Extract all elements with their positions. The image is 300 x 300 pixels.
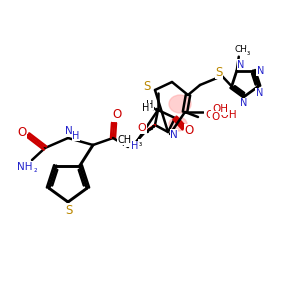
Text: ₃: ₃ [138, 140, 142, 148]
Text: CH: CH [118, 135, 132, 145]
Text: O: O [112, 109, 122, 122]
Text: N: N [256, 66, 264, 76]
Text: N: N [65, 126, 73, 136]
Text: N: N [240, 98, 248, 108]
Text: O: O [211, 112, 219, 122]
Text: O: O [17, 125, 27, 139]
Text: S: S [65, 203, 73, 217]
Text: COOH: COOH [205, 110, 237, 120]
Ellipse shape [169, 117, 187, 131]
Text: N: N [170, 130, 178, 140]
Text: CH: CH [234, 45, 247, 54]
Text: N: N [124, 136, 132, 146]
Text: O: O [138, 123, 146, 133]
Text: O: O [184, 124, 194, 137]
Text: H: H [72, 131, 80, 141]
Text: S: S [215, 65, 223, 79]
Text: OH: OH [212, 104, 228, 114]
Text: NH: NH [17, 162, 33, 172]
Text: S: S [143, 80, 151, 94]
Text: H: H [142, 103, 150, 113]
Text: ₂: ₂ [34, 164, 38, 173]
Ellipse shape [169, 95, 191, 113]
Text: ₃: ₃ [246, 48, 249, 57]
Text: H: H [146, 100, 154, 110]
Text: N: N [256, 88, 263, 98]
Text: N: N [237, 60, 244, 70]
Text: H: H [131, 141, 139, 151]
